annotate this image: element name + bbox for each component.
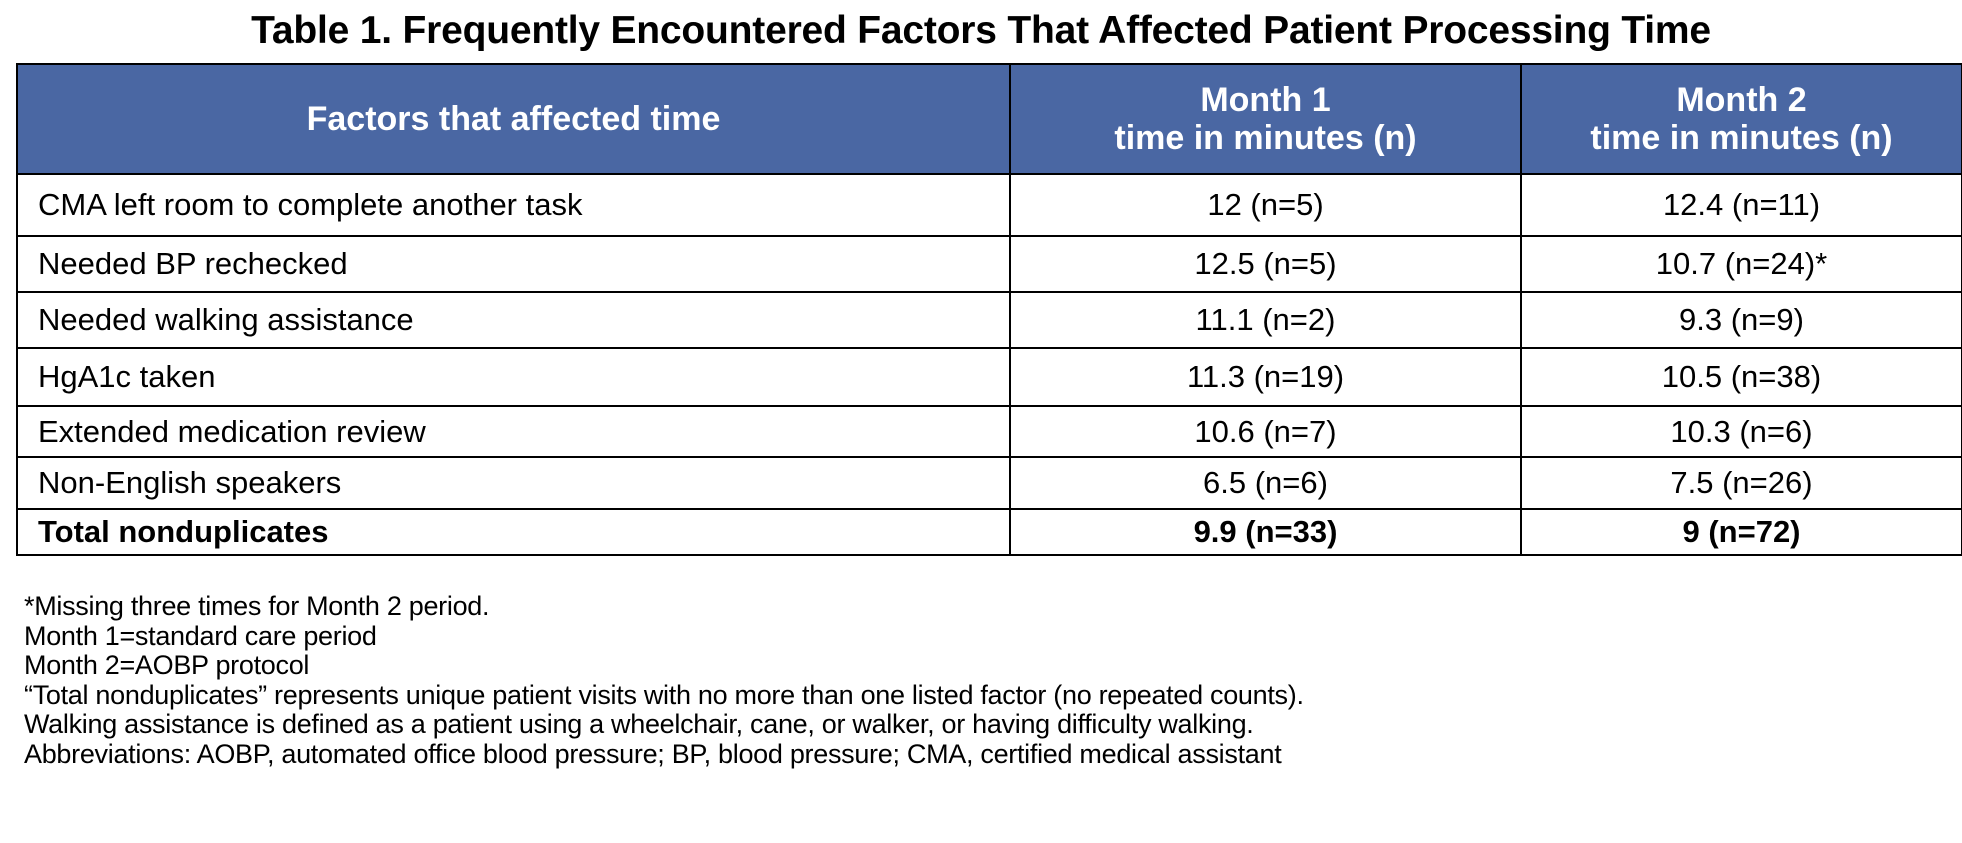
factor-cell: CMA left room to complete another task bbox=[16, 173, 1011, 237]
month-1-cell: 6.5 (n=6) bbox=[1009, 456, 1522, 510]
header-month-2-title: Month 2 bbox=[1676, 81, 1807, 119]
factor-cell: Non-English speakers bbox=[16, 456, 1011, 510]
header-month-1-subtitle: time in minutes (n) bbox=[1114, 119, 1417, 157]
table-row: Extended medication review 10.6 (n=7) 10… bbox=[16, 405, 1962, 458]
footnote-month-1: Month 1=standard care period bbox=[24, 620, 377, 651]
header-row: Factors that affected time Month 1 time … bbox=[16, 63, 1962, 175]
total-factor-cell: Total nonduplicates bbox=[16, 508, 1011, 556]
table-row: Non-English speakers 6.5 (n=6) 7.5 (n=26… bbox=[16, 456, 1962, 510]
footnote-total-nonduplicates: “Total nonduplicates” represents unique … bbox=[24, 679, 1304, 710]
header-month-2-subtitle: time in minutes (n) bbox=[1590, 119, 1893, 157]
month-1-cell: 11.1 (n=2) bbox=[1009, 291, 1522, 349]
month-1-cell: 12.5 (n=5) bbox=[1009, 235, 1522, 293]
factor-cell: Needed walking assistance bbox=[16, 291, 1011, 349]
month-2-cell: 10.3 (n=6) bbox=[1520, 405, 1962, 458]
footnote-missing: *Missing three times for Month 2 period. bbox=[24, 591, 490, 621]
header-month-2: Month 2 time in minutes (n) bbox=[1520, 63, 1962, 175]
total-month-2-cell: 9 (n=72) bbox=[1520, 508, 1962, 556]
table-row: HgA1c taken 11.3 (n=19) 10.5 (n=38) bbox=[16, 347, 1962, 407]
factor-cell: HgA1c taken bbox=[16, 347, 1011, 407]
footnote-abbreviations: Abbreviations: AOBP, automated office bl… bbox=[24, 738, 1282, 769]
footnote-month-2: Month 2=AOBP protocol bbox=[24, 650, 310, 680]
total-row: Total nonduplicates 9.9 (n=33) 9 (n=72) bbox=[16, 508, 1962, 556]
month-1-cell: 11.3 (n=19) bbox=[1009, 347, 1522, 407]
month-2-cell: 10.7 (n=24)* bbox=[1520, 235, 1962, 293]
header-factors: Factors that affected time bbox=[16, 63, 1011, 175]
header-month-1-title: Month 1 bbox=[1200, 81, 1331, 119]
footnote-walking-assistance: Walking assistance is defined as a patie… bbox=[24, 709, 1254, 739]
factor-cell: Needed BP rechecked bbox=[16, 235, 1011, 293]
header-factors-label: Factors that affected time bbox=[306, 100, 721, 138]
month-2-cell: 9.3 (n=9) bbox=[1520, 291, 1962, 349]
table-row: Needed BP rechecked 12.5 (n=5) 10.7 (n=2… bbox=[16, 235, 1962, 293]
table-row: Needed walking assistance 11.1 (n=2) 9.3… bbox=[16, 291, 1962, 349]
month-2-cell: 7.5 (n=26) bbox=[1520, 456, 1962, 510]
data-table: Factors that affected time Month 1 time … bbox=[16, 63, 1962, 556]
month-1-cell: 12 (n=5) bbox=[1009, 173, 1522, 237]
factor-cell: Extended medication review bbox=[16, 405, 1011, 458]
month-1-cell: 10.6 (n=7) bbox=[1009, 405, 1522, 458]
total-month-1-cell: 9.9 (n=33) bbox=[1009, 508, 1522, 556]
month-2-cell: 12.4 (n=11) bbox=[1520, 173, 1962, 237]
month-2-cell: 10.5 (n=38) bbox=[1520, 347, 1962, 407]
table-footnotes: *Missing three times for Month 2 period.… bbox=[24, 591, 1304, 769]
table-row: CMA left room to complete another task 1… bbox=[16, 173, 1962, 237]
header-month-1: Month 1 time in minutes (n) bbox=[1009, 63, 1522, 175]
table-title: Table 1. Frequently Encountered Factors … bbox=[251, 9, 1711, 52]
